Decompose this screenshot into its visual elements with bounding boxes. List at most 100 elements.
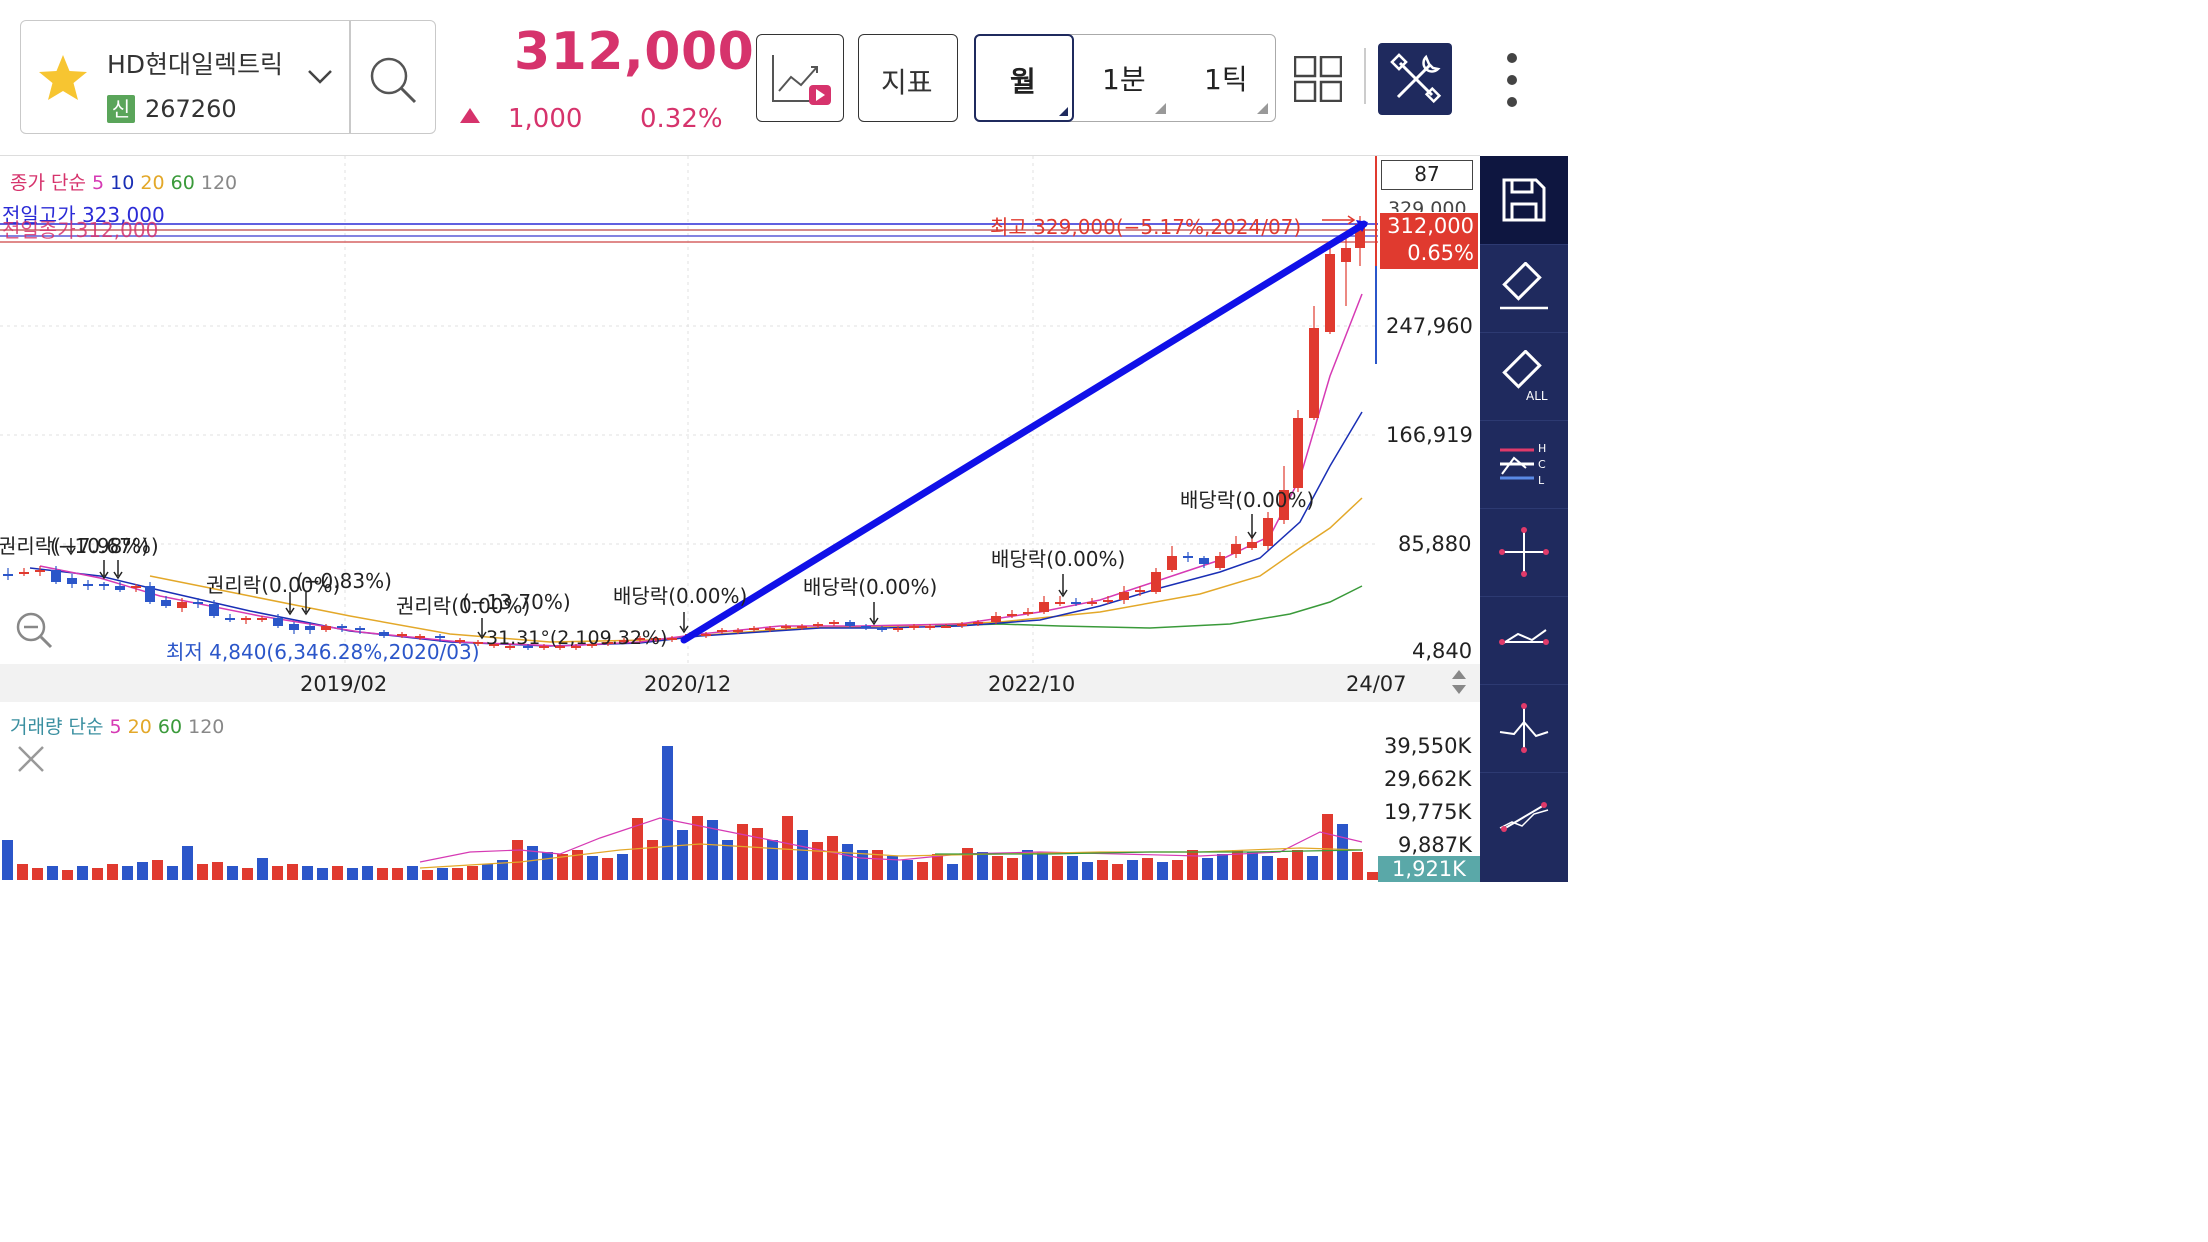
volume-bar — [152, 860, 163, 880]
up-arrow-icon — [460, 108, 480, 123]
vol-ma20-line — [419, 843, 1363, 869]
eraser-all-tool[interactable]: ALL — [1480, 332, 1568, 421]
vertical-tool[interactable] — [1480, 684, 1568, 773]
line-tool-icon — [1499, 629, 1549, 645]
volume-tick: 29,662K — [1384, 767, 1472, 791]
candle-body — [861, 626, 871, 628]
zoom-out-icon[interactable] — [14, 610, 54, 650]
volume-bar — [1247, 852, 1258, 880]
candle-body — [991, 616, 1001, 622]
event-label: (−10.67%) — [50, 534, 159, 558]
ma120-label: 120 — [200, 172, 238, 194]
ma10-label: 10 — [110, 172, 135, 194]
period-1tick-button[interactable]: 1틱 — [1176, 34, 1274, 122]
candle-body — [909, 626, 919, 628]
chart-play-button[interactable] — [756, 34, 844, 122]
volume-bar — [1232, 850, 1243, 880]
stock-name: HD현대일렉트릭 — [107, 50, 284, 79]
volume-bar — [482, 864, 493, 880]
gridlines — [0, 156, 1378, 664]
volume-bar — [527, 846, 538, 880]
candle-body — [3, 574, 13, 576]
x-tick: 2020/12 — [644, 672, 732, 696]
price-tick: 166,919 — [1386, 423, 1473, 447]
stock-selector[interactable]: HD현대일렉트릭 신 267260 — [20, 20, 436, 134]
indicator-button[interactable]: 지표 — [858, 34, 958, 122]
candle-body — [1279, 490, 1289, 520]
candle-body — [1119, 592, 1129, 600]
eraser-all-icon: ALL — [1502, 350, 1548, 402]
candle-body — [1263, 518, 1273, 546]
trend-tool[interactable] — [1480, 772, 1568, 860]
vol-ma120-label: 120 — [188, 716, 225, 738]
trend-line[interactable] — [680, 220, 1368, 644]
candle-body — [893, 628, 903, 630]
price-chart[interactable] — [0, 156, 1480, 664]
candle-body — [635, 638, 645, 640]
volume-bar — [827, 836, 838, 880]
search-icon[interactable] — [367, 55, 419, 105]
chart-play-icon — [772, 55, 831, 105]
candle-body — [83, 584, 93, 586]
candle-body — [455, 640, 465, 642]
save-tool[interactable] — [1480, 156, 1568, 245]
volume-bar — [1307, 856, 1318, 880]
volume-bar — [1067, 856, 1078, 880]
candle-body — [571, 646, 581, 648]
candle-body — [1199, 558, 1209, 564]
volume-bar — [557, 854, 568, 880]
candle-body — [1231, 544, 1241, 554]
candle-body — [145, 586, 155, 602]
volume-bar — [242, 868, 253, 880]
volume-bar — [272, 866, 283, 880]
candle-body — [115, 586, 125, 590]
tools-button[interactable] — [1378, 43, 1452, 115]
ma-legend-prefix: 종가 단순 — [10, 172, 86, 194]
candle-body — [473, 642, 483, 644]
more-vertical-icon[interactable] — [1504, 50, 1520, 110]
save-icon — [1502, 178, 1546, 222]
period-1min-button[interactable]: 1분 — [1076, 34, 1174, 122]
event-label: (−13.70%) — [462, 590, 571, 614]
candle-body — [619, 640, 629, 642]
candle-body — [435, 636, 445, 638]
volume-bar — [77, 866, 88, 880]
divider — [349, 21, 351, 133]
volume-tick: 9,887K — [1398, 833, 1472, 857]
trend-line-handle[interactable] — [1356, 220, 1368, 232]
volume-tag: 1,921K — [1378, 856, 1480, 882]
grid-icon[interactable] — [1294, 56, 1342, 102]
candle-body — [505, 646, 515, 648]
candle-body — [1007, 614, 1017, 616]
star-icon[interactable] — [37, 53, 89, 103]
chevron-down-icon[interactable] — [307, 69, 333, 85]
svg-text:H: H — [1538, 442, 1546, 455]
volume-bar — [767, 840, 778, 880]
price-tick: 85,880 — [1398, 532, 1472, 556]
candle-body — [877, 628, 887, 630]
volume-bar — [1322, 814, 1333, 880]
volume-bar — [377, 868, 388, 880]
candle-body — [1087, 602, 1097, 604]
candle-body — [973, 622, 983, 624]
period-month-button[interactable]: 월 — [974, 34, 1074, 122]
volume-bar — [917, 862, 928, 880]
candle-body — [415, 636, 425, 638]
volume-tick: 39,550K — [1384, 734, 1472, 758]
event-label: 권리락(−7.98%) — [0, 534, 150, 558]
x-axis[interactable] — [0, 664, 1480, 702]
corner-triangle-icon — [1155, 103, 1166, 114]
line-tool[interactable] — [1480, 596, 1568, 685]
candle-body — [193, 602, 203, 604]
scroll-arrows-icon[interactable] — [1450, 668, 1468, 696]
volume-chart[interactable] — [0, 702, 1480, 882]
vol-ma60-line — [935, 849, 1363, 855]
candle-body — [35, 570, 45, 572]
current-price: 312,000 — [514, 22, 755, 82]
crosshair-tool[interactable] — [1480, 508, 1568, 597]
close-icon[interactable] — [16, 744, 46, 774]
eraser-tool[interactable] — [1480, 244, 1568, 333]
x-tick: 24/07 — [1346, 672, 1407, 696]
candle-body — [813, 624, 823, 626]
